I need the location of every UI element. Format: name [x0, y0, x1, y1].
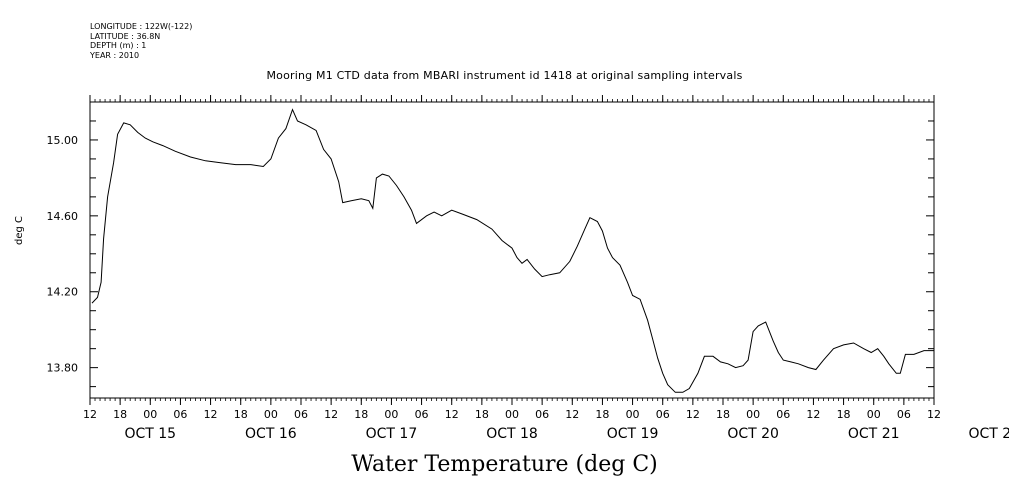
x-hour-tick-label: 12 — [565, 408, 579, 421]
x-hour-tick-label: 18 — [595, 408, 609, 421]
location-metadata: LONGITUDE : 122W(-122) LATITUDE : 36.8N … — [90, 22, 192, 60]
longitude-label: LONGITUDE : 122W(-122) — [90, 22, 193, 31]
y-axis-ticks: 13.80 14.20 14.60 15.00 — [47, 101, 934, 388]
x-hour-tick-label: 00 — [867, 408, 881, 421]
chart-title: Mooring M1 CTD data from MBARI instrumen… — [266, 69, 743, 82]
x-hour-tick-label: 00 — [505, 408, 519, 421]
water-temperature-line — [91, 108, 934, 393]
x-day-label: OCT 17 — [366, 426, 418, 442]
x-hour-tick-label: 18 — [234, 408, 248, 421]
x-day-label: OCT 22 — [968, 426, 1009, 442]
x-day-label: OCT 20 — [727, 426, 779, 442]
x-hour-tick-label: 18 — [837, 408, 851, 421]
x-hour-tick-label: 12 — [686, 408, 700, 421]
x-hour-tick-label: 18 — [716, 408, 730, 421]
x-axis-label: Water Temperature (deg C) — [351, 452, 658, 477]
y-tick-label: 14.20 — [47, 286, 79, 299]
x-hour-tick-label: 06 — [415, 408, 429, 421]
x-hour-tick-label: 06 — [897, 408, 911, 421]
x-hour-tick-label: 06 — [294, 408, 308, 421]
x-day-label: OCT 18 — [486, 426, 538, 442]
year-label: YEAR : 2010 — [90, 50, 140, 60]
x-hour-tick-label: 06 — [535, 408, 549, 421]
x-hour-tick-label: 18 — [113, 408, 127, 421]
x-hour-tick-label: 12 — [204, 408, 218, 421]
x-hour-tick-label: 00 — [746, 408, 760, 421]
x-day-label: OCT 15 — [124, 426, 176, 442]
y-tick-label: 15.00 — [47, 134, 79, 147]
x-hour-tick-label: 00 — [143, 408, 157, 421]
minor-ticks — [89, 99, 935, 401]
latitude-label: LATITUDE : 36.8N — [90, 31, 161, 41]
x-hour-tick-label: 18 — [475, 408, 489, 421]
y-tick-label: 14.60 — [47, 210, 79, 223]
x-hour-tick-label: 00 — [264, 408, 278, 421]
x-hour-tick-label: 06 — [173, 408, 187, 421]
x-hour-tick-label: 12 — [927, 408, 941, 421]
x-day-label: OCT 19 — [607, 426, 659, 442]
x-day-label: OCT 16 — [245, 426, 297, 442]
y-tick-label: 13.80 — [47, 362, 79, 375]
depth-label: DEPTH (m) : 1 — [90, 41, 147, 50]
x-hour-tick-label: 12 — [324, 408, 338, 421]
x-hour-tick-label: 12 — [806, 408, 820, 421]
x-hour-tick-label: 06 — [656, 408, 670, 421]
x-hour-tick-label: 06 — [776, 408, 790, 421]
x-hour-tick-label: 00 — [626, 408, 640, 421]
x-hour-tick-label: 12 — [445, 408, 459, 421]
x-day-label: OCT 21 — [848, 426, 900, 442]
x-hour-tick-label: 18 — [354, 408, 368, 421]
x-axis-ticks: 12 18 00 06 12 18 00 06 12 18 00 06 12 18 00 06 12 18 00 06… — [83, 95, 1009, 442]
plot-frame — [89, 101, 935, 399]
x-hour-tick-label: 12 — [83, 408, 97, 421]
x-hour-tick-label: 00 — [384, 408, 398, 421]
